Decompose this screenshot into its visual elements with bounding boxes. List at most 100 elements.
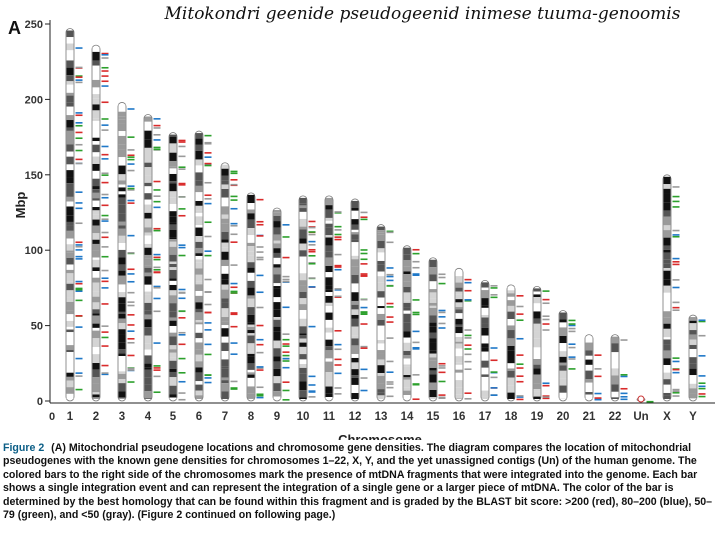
pseudogene-mark xyxy=(334,229,342,231)
chromosome-band xyxy=(559,322,567,328)
pseudogene-mark xyxy=(386,231,394,234)
chromosome-band xyxy=(299,226,307,230)
pseudogene-mark xyxy=(178,398,186,401)
pseudogene-mark xyxy=(568,323,576,325)
chromosome-band xyxy=(92,259,100,268)
pseudogene-mark xyxy=(230,224,238,227)
chromosome-band xyxy=(118,297,126,304)
chromosome-band xyxy=(92,383,100,393)
pseudogene-mark xyxy=(334,264,342,267)
chromosome-band xyxy=(403,394,411,399)
pseudogene-mark xyxy=(282,338,290,341)
chromosome-band xyxy=(585,355,593,360)
pseudogene-mark xyxy=(101,269,109,272)
pseudogene-mark xyxy=(178,196,186,198)
chromosome-band xyxy=(351,266,359,275)
pseudogene-mark xyxy=(153,258,161,261)
pseudogene-mark xyxy=(334,289,342,291)
pseudogene-mark xyxy=(672,260,680,263)
pseudogene-mark xyxy=(386,321,394,323)
chromosome-band xyxy=(169,224,177,230)
pseudogene-mark xyxy=(334,233,342,236)
chromosome-band xyxy=(221,184,229,189)
chromosome-band xyxy=(92,302,100,310)
chromosome-band xyxy=(247,262,255,268)
chromosome-band xyxy=(92,178,100,187)
pseudogene-mark xyxy=(204,156,212,158)
chromosome-band xyxy=(507,355,515,364)
chromosome-band xyxy=(377,375,385,384)
chromosome-band xyxy=(325,386,333,394)
chromosome-band xyxy=(585,392,593,395)
panel-letter: A xyxy=(8,18,21,38)
chromosome-band xyxy=(144,272,152,277)
chromosome-band xyxy=(221,175,229,181)
chromosome-band xyxy=(66,281,74,284)
pseudogene-mark xyxy=(127,158,135,161)
figure-caption: Figure 2 (A) Mitochondrial pseudogene lo… xyxy=(3,442,715,522)
pseudogene-mark xyxy=(282,345,290,347)
chromosome-band xyxy=(66,135,74,145)
pseudogene-mark xyxy=(542,384,550,387)
chromosome-band xyxy=(351,249,359,256)
chromosome-band xyxy=(92,214,100,220)
chromosome-band xyxy=(66,164,74,171)
chromosome-band xyxy=(118,123,126,132)
pseudogene-mark xyxy=(101,372,109,374)
pseudogene-mark xyxy=(127,108,135,110)
pseudogene-mark xyxy=(282,333,290,335)
pseudogene-mark xyxy=(438,362,446,365)
chromosome-band xyxy=(169,160,177,167)
chromosome-band xyxy=(118,334,126,343)
chromosome-band xyxy=(325,361,333,369)
pseudogene-mark xyxy=(75,372,83,374)
pseudogene-mark xyxy=(127,304,135,307)
chromosome-band xyxy=(585,378,593,383)
chromosome-band xyxy=(118,275,126,285)
pseudogene-mark xyxy=(464,329,472,331)
pseudogene-mark xyxy=(672,368,680,371)
chromosome-band xyxy=(325,223,333,228)
pseudogene-mark xyxy=(308,325,316,328)
pseudogene-mark xyxy=(620,395,628,398)
chromosome-band xyxy=(481,374,489,377)
chromosome-band xyxy=(144,391,152,399)
pseudogene-mark xyxy=(542,382,550,385)
pseudogene-mark xyxy=(672,186,680,188)
pseudogene-mark xyxy=(282,381,290,383)
chromosome-band xyxy=(118,235,126,244)
pseudogene-mark xyxy=(127,341,135,344)
pseudogene-mark xyxy=(360,347,368,349)
chromosome-band xyxy=(533,318,541,324)
chromosome-band xyxy=(92,156,100,164)
chromosome-band xyxy=(247,330,255,334)
pseudogene-mark xyxy=(672,200,680,203)
chromosome-band xyxy=(92,392,100,395)
chromosome-band xyxy=(663,230,671,238)
chromosome-band xyxy=(299,318,307,327)
pseudogene-mark xyxy=(101,153,109,156)
chromosome-band xyxy=(195,200,203,206)
chromosome-band xyxy=(144,193,152,200)
chromosome-band xyxy=(144,186,152,194)
chromosome-band xyxy=(169,278,177,281)
pseudogene-mark xyxy=(230,312,238,314)
chromosome-band xyxy=(455,326,463,334)
pseudogene-mark xyxy=(282,366,290,369)
chromosome-label: 10 xyxy=(297,411,310,423)
chromosome-band xyxy=(299,203,307,206)
chromosome-band xyxy=(118,353,126,357)
chromosome-band xyxy=(66,244,74,251)
chromosome-band xyxy=(195,259,203,263)
chromosome-band xyxy=(351,369,359,376)
pseudogene-mark xyxy=(464,281,472,284)
chromosome-label: 16 xyxy=(453,411,466,423)
chromosome-band xyxy=(92,163,100,171)
pseudogene-mark xyxy=(204,381,212,384)
chromosome-band xyxy=(559,370,567,379)
pseudogene-mark xyxy=(256,258,264,261)
chromosome-band xyxy=(403,377,411,380)
chromosome-band xyxy=(118,204,126,214)
chromosome-band xyxy=(247,398,255,399)
chromosome-band xyxy=(377,230,385,233)
